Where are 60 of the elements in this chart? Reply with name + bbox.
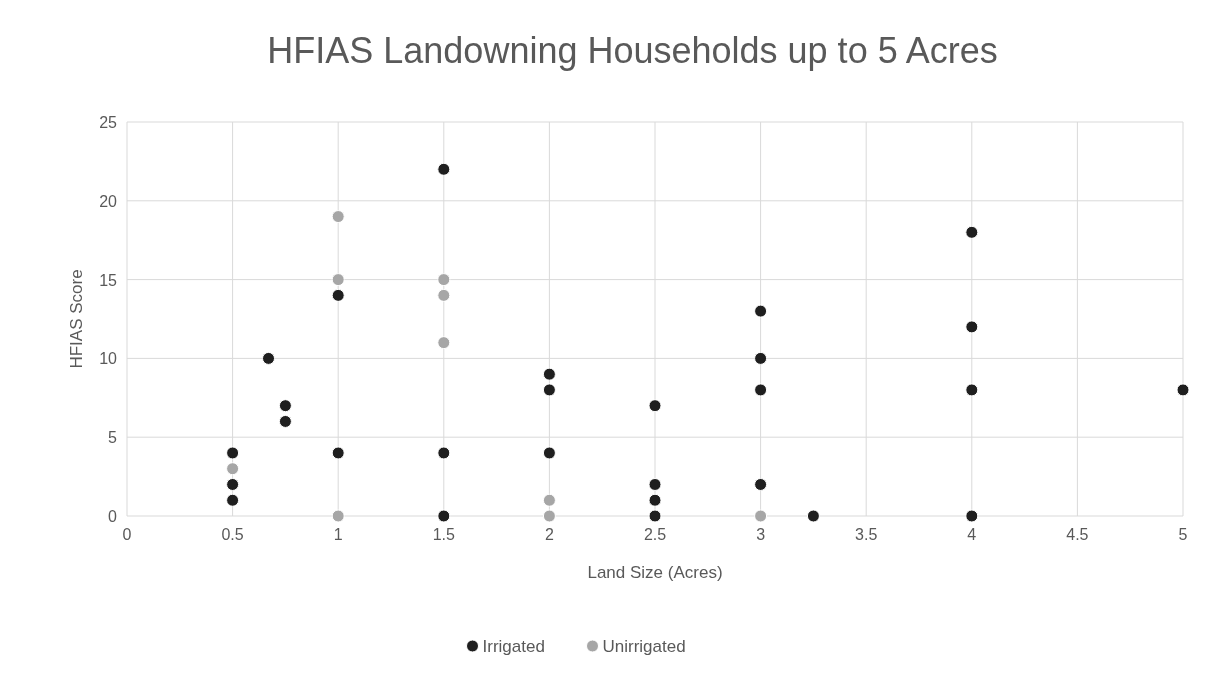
point: [226, 493, 240, 507]
point: [437, 336, 451, 350]
legend-label: Irrigated: [482, 637, 545, 656]
point: [754, 383, 768, 397]
x-tick-label: 1.5: [432, 526, 456, 543]
point: [1176, 383, 1190, 397]
point: [226, 462, 240, 476]
point: [542, 509, 556, 523]
point: [648, 399, 662, 413]
y-axis-title: HFIAS Score: [67, 269, 86, 369]
x-tick-label: 3.5: [855, 526, 878, 543]
x-tick-label: 0.5: [221, 526, 244, 543]
point: [648, 493, 662, 507]
point: [437, 446, 451, 460]
y-tick-label: 0: [108, 508, 118, 525]
point: [965, 383, 979, 397]
point: [437, 288, 451, 302]
x-tick-label: 3: [756, 526, 766, 543]
point: [542, 367, 556, 381]
point: [542, 446, 556, 460]
x-tick-label: 0: [122, 526, 132, 543]
point: [437, 273, 451, 287]
x-axis-title: Land Size (Acres): [587, 563, 723, 582]
legend-label: Unirrigated: [602, 637, 686, 656]
point: [331, 288, 345, 302]
point: [754, 351, 768, 365]
point: [648, 509, 662, 523]
point: [437, 509, 451, 523]
point: [754, 509, 768, 523]
x-tick-label: 1: [333, 526, 343, 543]
y-tick-label: 15: [99, 271, 118, 289]
point: [754, 477, 768, 491]
point: [331, 210, 345, 224]
point: [226, 477, 240, 491]
y-tick-label: 25: [99, 114, 118, 131]
point: [331, 273, 345, 287]
point: [965, 320, 979, 334]
point: [226, 446, 240, 460]
point: [754, 304, 768, 318]
y-tick-label: 20: [99, 192, 118, 210]
y-tick-label: 10: [99, 350, 118, 368]
point: [806, 509, 820, 523]
point: [965, 509, 979, 523]
point: [331, 446, 345, 460]
point: [542, 493, 556, 507]
point: [965, 225, 979, 239]
point: [278, 399, 292, 413]
point: [278, 414, 292, 428]
point: [648, 477, 662, 491]
point: [262, 351, 275, 365]
y-tick-label: 5: [108, 429, 118, 447]
x-tick-label: 4: [967, 526, 977, 543]
x-tick-label: 2: [544, 526, 554, 543]
point: [437, 162, 451, 176]
point: [331, 509, 345, 523]
x-tick-label: 4.5: [1066, 526, 1089, 543]
point: [542, 383, 556, 397]
chart-title: HFIAS Landowning Households up to 5 Acres: [267, 30, 998, 71]
x-tick-label: 5: [1178, 526, 1188, 543]
x-tick-label: 2.5: [643, 526, 667, 543]
